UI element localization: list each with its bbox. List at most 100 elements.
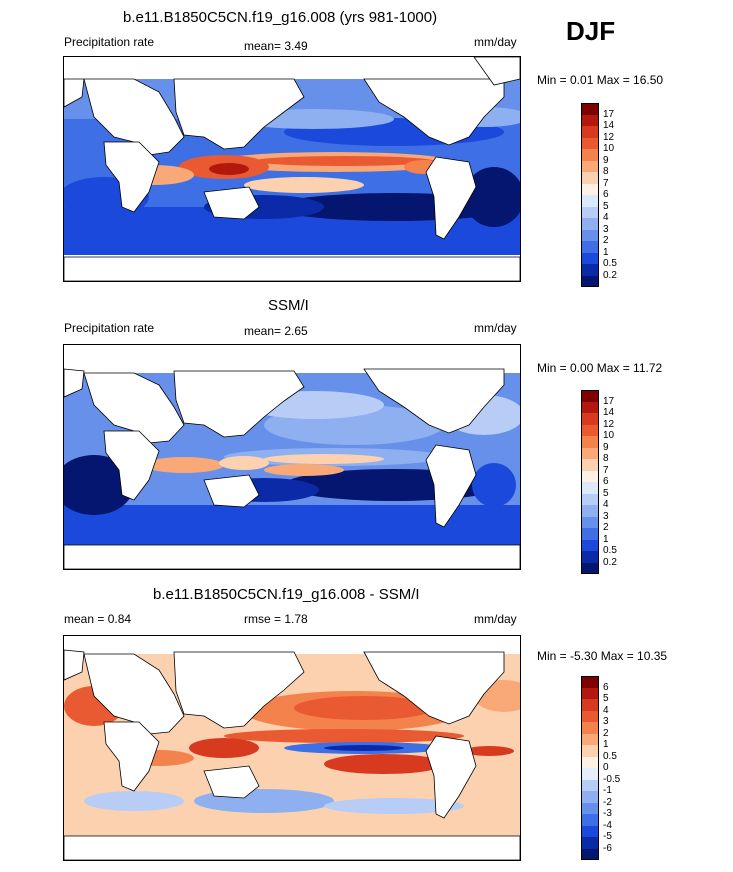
colorbar-cell: [581, 837, 599, 849]
colorbar-cell: [581, 791, 599, 803]
panel-2-unit-label: mm/day: [474, 321, 517, 335]
panel-2-variable-label: Precipitation rate: [64, 321, 155, 335]
panel-3-rmse-label: rmse = 1.78: [244, 612, 308, 626]
panel-1-variable-label: Precipitation rate: [64, 35, 155, 49]
colorbar-tick-label: -3: [603, 808, 612, 819]
colorbar-cell: [581, 699, 599, 711]
colorbar-cell: [581, 516, 599, 528]
colorbar-cell: [581, 745, 599, 757]
colorbar-cell: [581, 814, 599, 826]
panel-1-mean-label: mean= 3.49: [244, 39, 308, 53]
colorbar-tick-label: 14: [603, 407, 615, 418]
colorbar-tick-label: 2: [603, 727, 609, 739]
colorbar-tick-label: 3: [603, 223, 609, 235]
panel-1-unit-label: mm/day: [474, 35, 517, 49]
colorbar-cell: [581, 160, 599, 172]
panel-3-colorbar: 6 5 4 3 2 1 0.5 0 -0.5 -1 -2 -3 -4 -5 -6: [581, 676, 620, 860]
colorbar-cell: [581, 470, 599, 482]
colorbar-cell: [581, 401, 599, 413]
colorbar-cell: [581, 779, 599, 791]
colorbar-tick-label: 2: [603, 235, 609, 246]
panel-1-title: b.e11.B1850C5CN.f19_g16.008 (yrs 981-100…: [123, 9, 438, 26]
colorbar-tick-label: 0.5: [603, 545, 617, 556]
colorbar-tick-label: 2: [603, 522, 609, 533]
panel-1-minmax: Min = 0.01 Max = 16.50: [537, 73, 664, 87]
colorbar-tick-label: 0: [603, 762, 609, 773]
colorbar-cell: [581, 447, 599, 459]
panel-3-mean-label: mean = 0.84: [64, 612, 132, 626]
colorbar-tick-label: 0.5: [603, 750, 617, 762]
colorbar-cell: [581, 137, 599, 149]
colorbar-cell: [581, 114, 599, 126]
season-label: DJF: [566, 16, 616, 46]
colorbar-tick-label: -2: [603, 796, 612, 808]
colorbar-tick-label: 9: [603, 154, 609, 166]
colorbar-cell: [581, 562, 599, 574]
colorbar-tick-label: 7: [603, 177, 609, 189]
colorbar-cell: [581, 768, 599, 780]
colorbar-tick-label: 3: [603, 716, 609, 727]
colorbar-cell: [581, 436, 599, 448]
colorbar-tick-label: 8: [603, 166, 609, 177]
colorbar-tick-label: 4: [603, 499, 609, 510]
colorbar-cell: [581, 206, 599, 218]
colorbar-cell: [581, 802, 599, 814]
colorbar-cell: [581, 722, 599, 734]
colorbar-tick-label: 4: [603, 212, 609, 223]
panel-3-unit-label: mm/day: [474, 612, 517, 626]
colorbar-cell: [581, 733, 599, 745]
colorbar-cell: [581, 687, 599, 699]
panel-2-minmax: Min = 0.00 Max = 11.72: [537, 361, 663, 375]
panel-2-map: [63, 344, 521, 570]
colorbar-cell: [581, 195, 599, 207]
colorbar-tick-label: 9: [603, 441, 609, 453]
colorbar-tick-label: -0.5: [603, 773, 621, 785]
colorbar-tick-label: 4: [603, 704, 609, 716]
colorbar-cell: [581, 264, 599, 276]
colorbar-tick-label: 6: [603, 189, 609, 200]
colorbar-cell: [581, 710, 599, 722]
colorbar-cell: [581, 676, 599, 688]
colorbar-tick-label: 8: [603, 453, 609, 464]
colorbar-cell: [581, 149, 599, 161]
colorbar-cell: [581, 539, 599, 551]
panel-2-title: SSM/I: [268, 297, 309, 314]
colorbar-cell: [581, 172, 599, 184]
panel-3-title: b.e11.B1850C5CN.f19_g16.008 - SSM/I: [153, 586, 420, 603]
colorbar-tick-label: 12: [603, 418, 615, 430]
colorbar-tick-label: 6: [603, 681, 609, 693]
colorbar-tick-label: 1: [603, 533, 609, 545]
colorbar-cell: [581, 218, 599, 230]
colorbar-tick-label: 0.2: [603, 556, 617, 568]
colorbar-tick-label: 17: [603, 395, 615, 407]
colorbar-cell: [581, 493, 599, 505]
colorbar-tick-label: 14: [603, 120, 615, 131]
colorbar-cell: [581, 528, 599, 540]
colorbar-cell: [581, 126, 599, 138]
colorbar-tick-label: -5: [603, 831, 612, 842]
colorbar-tick-label: 7: [603, 464, 609, 476]
colorbar-tick-label: 6: [603, 476, 609, 487]
colorbar-cell: [581, 848, 599, 860]
colorbar-tick-label: 12: [603, 131, 615, 143]
colorbar-cell: [581, 390, 599, 402]
colorbar-cell: [581, 413, 599, 425]
colorbar-tick-label: 0.2: [603, 269, 617, 281]
colorbar-tick-label: -6: [603, 842, 612, 854]
colorbar-tick-label: -4: [603, 819, 612, 831]
colorbar-cell: [581, 756, 599, 768]
colorbar-tick-label: 5: [603, 487, 609, 499]
colorbar-cell: [581, 482, 599, 494]
colorbar-cell: [581, 252, 599, 264]
panel-2-colorbar: 17 14 12 10 9 8 7 6 5 4 3 2 1 0.5 0.2: [581, 390, 617, 574]
colorbar-tick-label: 1: [603, 739, 609, 750]
colorbar-tick-label: 1: [603, 246, 609, 258]
panel-2-mean-label: mean= 2.65: [244, 324, 308, 338]
panel-3-map: [63, 635, 521, 861]
colorbar-tick-label: 10: [603, 430, 615, 441]
colorbar-tick-label: 3: [603, 510, 609, 522]
colorbar-tick-label: 10: [603, 143, 615, 154]
colorbar-cell: [581, 551, 599, 563]
colorbar-tick-label: 5: [603, 693, 609, 704]
colorbar-cell: [581, 825, 599, 837]
